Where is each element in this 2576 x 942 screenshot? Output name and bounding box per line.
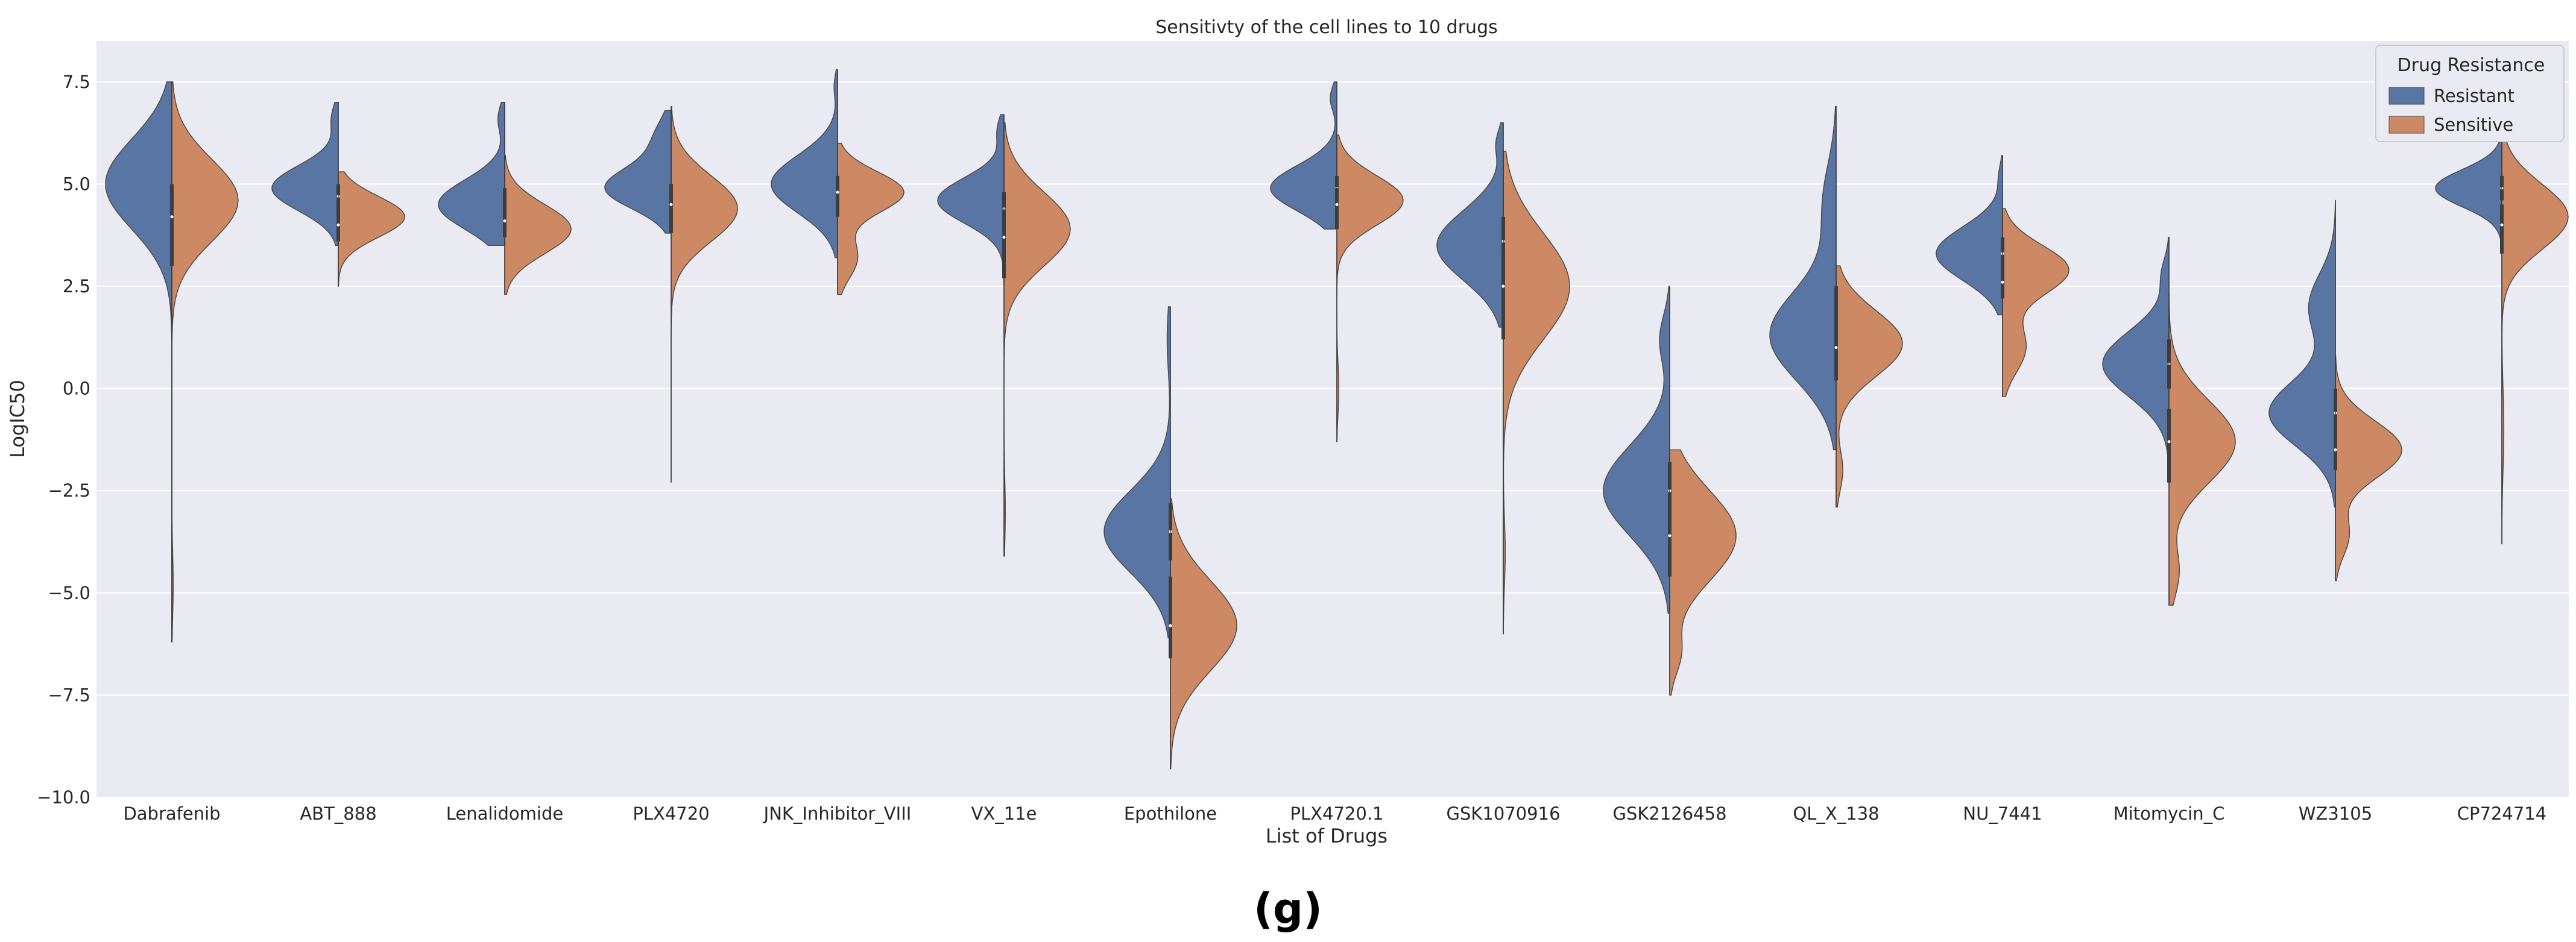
grid-lines xyxy=(96,81,2569,798)
x-tick-label: ABT_888 xyxy=(300,803,376,824)
violin-half-sensitive xyxy=(1170,498,1237,770)
x-tick-label: NU_7441 xyxy=(1963,803,2042,824)
violin-half-sensitive xyxy=(1003,122,1071,557)
violin-half-resistant xyxy=(271,102,339,246)
violins xyxy=(105,69,2569,770)
legend-label-resistant: Resistant xyxy=(2434,86,2514,106)
violin-half-resistant xyxy=(2102,236,2170,463)
y-tick-label: −7.5 xyxy=(48,685,90,705)
violin-half-sensitive xyxy=(2002,208,2069,397)
violin-half-resistant xyxy=(438,102,505,246)
violin-median-point xyxy=(1169,624,1172,627)
y-tick-label: −10.0 xyxy=(37,787,90,808)
violin-half-sensitive xyxy=(504,155,572,295)
y-tick-label: 5.0 xyxy=(63,174,90,194)
x-tick-label: Dabrafenib xyxy=(123,803,220,824)
violin-median-point xyxy=(669,203,673,206)
violin-iqr-box xyxy=(1169,576,1172,659)
x-tick-label: PLX4720.1 xyxy=(1290,803,1384,824)
legend: Drug Resistance Resistant Sensitive xyxy=(2375,45,2565,142)
y-axis-label: LogIC50 xyxy=(6,380,29,458)
violin-iqr-box xyxy=(1834,323,1838,381)
violin-iqr-box xyxy=(669,184,673,233)
y-tick-label: 0.0 xyxy=(63,378,90,399)
x-tick-label: QL_X_138 xyxy=(1793,803,1879,824)
x-tick-label: Lenalidomide xyxy=(446,803,563,824)
x-tick-label: JNK_Inhibitor_VIII xyxy=(763,803,912,824)
violin-half-sensitive xyxy=(1503,151,1570,635)
x-axis-label: List of Drugs xyxy=(1266,824,1387,847)
legend-label-sensitive: Sensitive xyxy=(2434,115,2513,135)
violin-half-sensitive xyxy=(2335,355,2402,582)
violin-median-point xyxy=(2500,223,2504,227)
legend-title: Drug Resistance xyxy=(2398,55,2545,76)
x-tick-label: GSK1070916 xyxy=(1446,803,1560,824)
violin-iqr-box xyxy=(170,192,174,266)
y-tick-label: 7.5 xyxy=(63,72,90,92)
violin-median-point xyxy=(1834,346,1838,350)
violin-half-resistant xyxy=(1603,286,1670,614)
violin-iqr-box xyxy=(1668,503,1672,577)
legend-swatch-sensitive xyxy=(2388,116,2425,134)
y-tick-label: −5.0 xyxy=(48,583,90,603)
x-tick-label: CP724714 xyxy=(2457,803,2546,824)
violin-half-resistant xyxy=(1436,122,1504,328)
x-tick-label: VX_11e xyxy=(971,803,1037,824)
violin-iqr-box xyxy=(1335,188,1339,230)
violin-iqr-box xyxy=(1002,212,1006,278)
violin-median-point xyxy=(170,215,174,219)
violin-half-resistant xyxy=(2268,199,2336,508)
violin-half-resistant xyxy=(937,114,1005,287)
y-tick-label: −2.5 xyxy=(48,480,90,501)
violin-half-sensitive xyxy=(338,171,405,287)
violin-half-sensitive xyxy=(1836,265,1903,508)
x-tick-label: GSK2126458 xyxy=(1612,803,1726,824)
violin-half-sensitive xyxy=(1669,449,1737,696)
violin-iqr-box xyxy=(2500,204,2504,254)
violin-half-sensitive xyxy=(837,142,904,295)
violin-median-point xyxy=(2334,448,2337,451)
violin-iqr-box xyxy=(836,184,839,217)
violin-median-point xyxy=(2167,440,2171,444)
violin-half-resistant xyxy=(1769,105,1837,451)
x-tick-labels: Dabrafenib ABT_888 Lenalidomide PLX4720 JNK_… xyxy=(123,803,2546,824)
x-tick-label: Epothilone xyxy=(1124,803,1217,824)
violin-half-sensitive xyxy=(2168,294,2236,606)
violin-median-point xyxy=(336,223,340,227)
violin-half-resistant xyxy=(771,69,838,259)
chart-title: Sensitivty of the cell lines to 10 drugs xyxy=(1155,17,1498,38)
violin-iqr-box xyxy=(1501,253,1505,340)
figure-caption: (g) xyxy=(1254,884,1322,934)
violin-half-resistant xyxy=(604,110,672,234)
violin-iqr-box xyxy=(2334,425,2337,471)
x-tick-label: Mitomycin_C xyxy=(2114,803,2225,824)
violin-median-point xyxy=(2001,280,2004,284)
y-tick-label: 2.5 xyxy=(63,276,90,297)
violin-median-point xyxy=(1002,236,1006,239)
violin-half-resistant xyxy=(1936,155,2003,316)
x-tick-label: PLX4720 xyxy=(633,803,709,824)
violin-half-resistant xyxy=(1103,306,1171,639)
violin-iqr-box xyxy=(2167,409,2171,483)
violin-median-point xyxy=(503,219,507,222)
legend-swatch-resistant xyxy=(2388,87,2425,105)
violin-half-resistant xyxy=(1270,81,1337,230)
y-tick-labels: −10.0 −7.5 −5.0 −2.5 0.0 2.5 5.0 7.5 xyxy=(37,72,90,808)
x-tick-label: WZ3105 xyxy=(2299,803,2372,824)
violin-median-point xyxy=(1335,203,1339,206)
violin-iqr-box xyxy=(2001,262,2004,299)
violin-median-point xyxy=(1501,284,1505,288)
violin-median-point xyxy=(1668,534,1672,538)
violin-median-point xyxy=(836,190,839,194)
